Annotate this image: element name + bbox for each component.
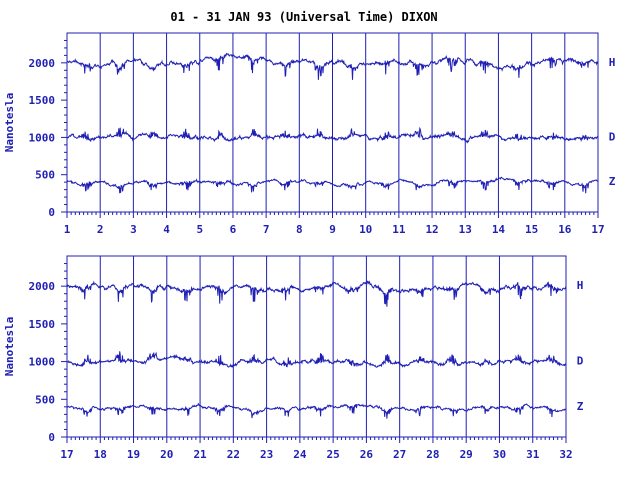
series-line-z <box>66 176 599 194</box>
series-line-d <box>66 126 599 144</box>
x-tick-label: 24 <box>293 448 307 461</box>
x-tick-label: 25 <box>327 448 340 461</box>
x-tick-label: 3 <box>130 223 137 236</box>
x-tick-label: 9 <box>329 223 336 236</box>
x-tick-label: 10 <box>359 223 372 236</box>
y-tick-label: 0 <box>48 431 55 444</box>
series-label-h: H <box>609 56 616 69</box>
x-tick-label: 19 <box>127 448 140 461</box>
x-tick-label: 16 <box>558 223 572 236</box>
x-tick-label: 15 <box>525 223 538 236</box>
series-label-d: D <box>577 355 584 368</box>
series-line-h <box>66 52 599 80</box>
y-tick-label: 1000 <box>29 131 56 144</box>
x-tick-label: 8 <box>296 223 303 236</box>
x-tick-label: 11 <box>392 223 406 236</box>
x-tick-label: 6 <box>230 223 237 236</box>
x-tick-label: 22 <box>227 448 240 461</box>
y-tick-label: 1000 <box>29 356 56 369</box>
x-tick-label: 26 <box>360 448 374 461</box>
series-line-d <box>66 351 567 368</box>
x-tick-label: 28 <box>426 448 439 461</box>
x-tick-label: 17 <box>60 448 73 461</box>
x-tick-label: 12 <box>425 223 438 236</box>
y-tick-label: 500 <box>35 393 55 406</box>
x-tick-label: 23 <box>260 448 273 461</box>
series-line-z <box>66 402 567 419</box>
panel-top: 1 2 3 4 5 6 7 8 9 10 11 12 13 14 15 16 17050010001500200… <box>3 32 616 236</box>
y-tick-label: 500 <box>35 169 55 182</box>
chart-title: 01 - 31 JAN 93 (Universal Time) DIXON <box>170 10 437 24</box>
series-label-d: D <box>609 130 616 143</box>
x-tick-label: 32 <box>559 448 572 461</box>
series-label-z: Z <box>609 175 616 188</box>
x-tick-label: 20 <box>160 448 173 461</box>
x-tick-label: 29 <box>460 448 473 461</box>
x-tick-label: 31 <box>526 448 540 461</box>
x-tick-label: 18 <box>94 448 107 461</box>
y-tick-label: 0 <box>48 206 55 219</box>
x-tick-label: 2 <box>97 223 104 236</box>
x-tick-label: 21 <box>193 448 207 461</box>
y-axis-label: Nanotesla <box>3 317 16 377</box>
series-label-z: Z <box>577 400 584 413</box>
x-tick-label: 14 <box>492 223 506 236</box>
series-label-h: H <box>577 279 584 292</box>
x-tick-label: 5 <box>196 223 203 236</box>
y-axis-label: Nanotesla <box>3 93 16 153</box>
x-tick-label: 13 <box>459 223 472 236</box>
series-line-h <box>66 280 567 307</box>
panel-bottom: 17 18 19 20 21 22 23 24 25 26 27 28 29 30 31 32 0 500 1000… <box>3 255 584 461</box>
x-tick-label: 4 <box>163 223 170 236</box>
y-tick-label: 2000 <box>29 57 56 70</box>
x-tick-label: 27 <box>393 448 406 461</box>
x-tick-label: 1 <box>64 223 71 236</box>
x-tick-label: 7 <box>263 223 270 236</box>
y-tick-label: 2000 <box>29 280 56 293</box>
x-tick-label: 17 <box>591 223 604 236</box>
x-tick-label: 30 <box>493 448 506 461</box>
y-tick-label: 1500 <box>29 94 56 107</box>
y-tick-label: 1500 <box>29 318 56 331</box>
